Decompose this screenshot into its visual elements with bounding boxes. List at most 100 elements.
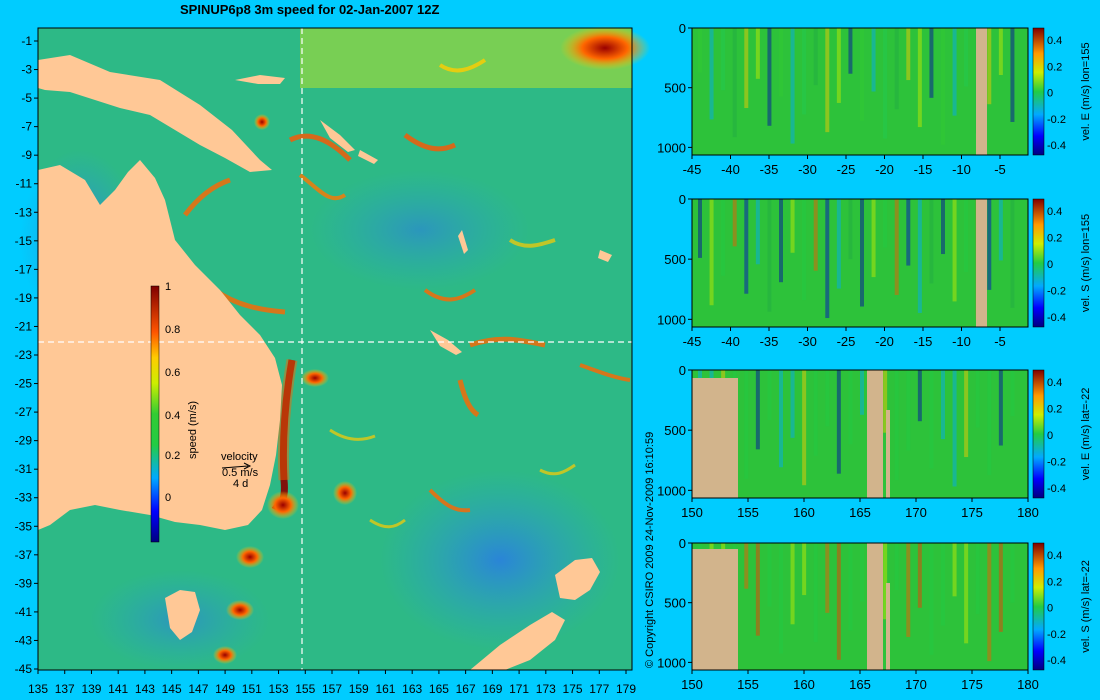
lat-tick-label: -13	[15, 205, 33, 219]
lon-tick-label: 155	[295, 682, 315, 696]
section-x-tick-label: -35	[760, 334, 779, 349]
colorbar-tick-label: 0.4	[165, 410, 180, 422]
section-colorbar-tick: 0.2	[1047, 61, 1062, 73]
solomon-islands	[320, 120, 355, 152]
section-x-tick-label: -15	[914, 334, 933, 349]
lon-tick-label: 145	[162, 682, 182, 696]
speed-map	[20, 26, 650, 671]
lat-tick-label: -27	[15, 405, 33, 419]
depth-tick-label: 500	[664, 252, 686, 267]
lon-tick-label: 171	[509, 682, 529, 696]
depth-tick-label: 1000	[657, 312, 686, 327]
lat-tick-label: -33	[15, 491, 33, 505]
section-x-tick-label: -10	[952, 334, 971, 349]
section-x-tick-label: 165	[849, 677, 871, 692]
lat-tick-label: -3	[21, 63, 32, 77]
depth-tick-label: 500	[664, 596, 686, 611]
lon-tick-label: 173	[536, 682, 556, 696]
section-colorbar-tick: 0	[1047, 430, 1053, 442]
lon-tick-label: 167	[456, 682, 476, 696]
lon-tick-label: 139	[81, 682, 101, 696]
section-colorbar-tick: -0.4	[1047, 140, 1066, 152]
depth-tick-label: 0	[679, 21, 686, 36]
section-panels: 0 500 1000 -45 -40 -35 -30 -25 -20 -15 -10 -5 0.4 0.2…	[657, 21, 1092, 692]
section-colorbar-tick: 0.4	[1047, 550, 1062, 562]
section-colorbar-tick: -0.2	[1047, 629, 1066, 641]
section-colorbar-tick: 0	[1047, 259, 1053, 271]
nz-north-island	[555, 558, 600, 600]
velocity-arrow-icon	[221, 465, 249, 469]
section-panel-3: 0 500 1000 150 155 160 165 170 175 180 0.4 0.2 0 -0.2…	[657, 363, 1092, 520]
section-colorbar-tick: -0.2	[1047, 114, 1066, 126]
section-colorbar-label: vel. E (m/s) lat=-22	[1080, 388, 1092, 481]
section-colorbar-tick: 0	[1047, 603, 1053, 615]
section-colorbar	[1032, 542, 1045, 671]
section-panel-4: 0 500 1000 150 155 160 165 170 175 180 0.4 0.2 0 -0.2…	[657, 536, 1092, 692]
lon-tick-label: 141	[108, 682, 128, 696]
section-x-tick-label: -40	[721, 334, 740, 349]
colorbar-tick-label: 0.2	[165, 450, 180, 462]
section-x-tick-label: -10	[952, 162, 971, 177]
lon-tick-label: 179	[616, 682, 636, 696]
map-lat-axis: -1 -3 -5 -7 -9 -11 -13 -15 -17 -19 -21 -23 -25 -27 -29…	[15, 34, 38, 676]
lat-tick-label: -9	[21, 148, 32, 162]
colorbar-tick-label: 1	[165, 281, 171, 293]
lat-tick-label: -25	[15, 377, 33, 391]
section-land	[692, 378, 738, 498]
lon-tick-label: 147	[188, 682, 208, 696]
colorbar-tick-label: 0.8	[165, 324, 180, 336]
lat-tick-label: -1	[21, 34, 32, 48]
lon-tick-label: 159	[349, 682, 369, 696]
section-colorbar-tick: -0.4	[1047, 655, 1066, 667]
section-x-tick-label: -25	[837, 334, 856, 349]
lon-tick-label: 157	[322, 682, 342, 696]
section-colorbar-tick: 0.2	[1047, 576, 1062, 588]
section-field	[692, 543, 1028, 670]
lon-tick-label: 163	[402, 682, 422, 696]
lat-tick-label: -39	[15, 576, 33, 590]
section-x-tick-label: 155	[737, 677, 759, 692]
lat-tick-label: -43	[15, 633, 33, 647]
section-panel-1: 0 500 1000 -45 -40 -35 -30 -25 -20 -15 -10 -5 0.4 0.2…	[657, 21, 1092, 177]
section-colorbar-label: vel. S (m/s) lat=-22	[1080, 560, 1092, 653]
section-colorbar-tick: 0	[1047, 88, 1053, 100]
copyright-note: © Copyright CSIRO 2009 24-Nov-2009 16:10…	[644, 431, 656, 668]
depth-tick-label: 0	[679, 536, 686, 551]
section-colorbar-tick: -0.2	[1047, 286, 1066, 298]
section-colorbar	[1032, 369, 1045, 499]
new-guinea	[38, 55, 272, 172]
section-x-tick-label: -25	[837, 162, 856, 177]
section-colorbar-tick: 0.2	[1047, 233, 1062, 245]
section-colorbar-label: vel. E (m/s) lon=155	[1080, 42, 1092, 140]
lat-tick-label: -41	[15, 605, 33, 619]
section-colorbar-tick: -0.4	[1047, 483, 1066, 495]
section-colorbar	[1032, 198, 1045, 328]
section-x-tick-label: 180	[1017, 505, 1039, 520]
section-colorbar-tick: -0.4	[1047, 312, 1066, 324]
depth-tick-label: 500	[664, 81, 686, 96]
lat-tick-label: -7	[21, 120, 32, 134]
vanuatu	[458, 230, 468, 254]
section-land	[976, 199, 987, 327]
depth-tick-label: 0	[679, 363, 686, 378]
section-x-tick-label: 150	[681, 505, 703, 520]
lon-tick-label: 177	[589, 682, 609, 696]
lat-tick-label: -23	[15, 348, 33, 362]
velocity-key: velocity 0.5 m/s 4 d	[221, 451, 259, 490]
section-x-tick-label: -20	[875, 334, 894, 349]
depth-tick-label: 1000	[657, 483, 686, 498]
section-x-tick-label: 155	[737, 505, 759, 520]
section-colorbar-tick: 0.4	[1047, 206, 1062, 218]
map-frame	[37, 27, 633, 671]
australia	[38, 160, 282, 530]
lon-tick-label: 149	[215, 682, 235, 696]
section-x-tick-label: -5	[994, 162, 1006, 177]
new-britain	[235, 75, 285, 84]
colorbar-tick-label: 0.6	[165, 367, 180, 379]
section-colorbar-tick: -0.2	[1047, 457, 1066, 469]
section-field	[692, 28, 1028, 155]
section-colorbar-label: vel. S (m/s) lon=155	[1080, 214, 1092, 312]
section-x-tick-label: -30	[798, 334, 817, 349]
lon-tick-label: 151	[242, 682, 262, 696]
